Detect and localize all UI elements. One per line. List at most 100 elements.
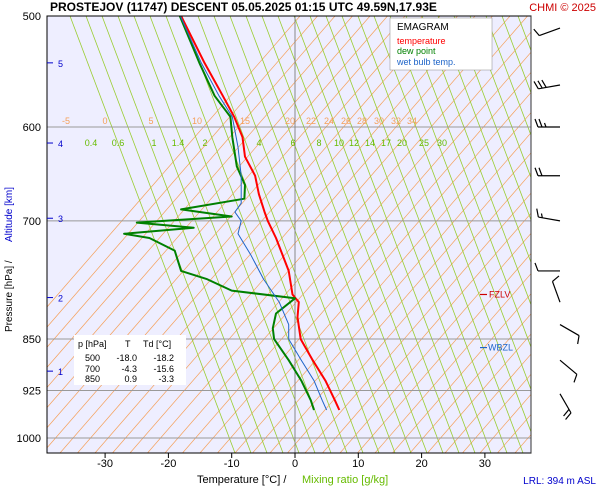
legend-item-dewpoint: dew point bbox=[397, 46, 436, 56]
mixing-ratio-line bbox=[373, 16, 531, 433]
wind-barb-flag bbox=[537, 80, 543, 89]
table-cell: -18.2 bbox=[153, 353, 174, 363]
mixing-ratio-line bbox=[405, 16, 531, 349]
pressure-tick-label: 600 bbox=[23, 122, 41, 134]
pressure-tick-label: 500 bbox=[23, 11, 41, 23]
table-cell: -4.3 bbox=[121, 364, 137, 374]
mixing-ratio-label: 2 bbox=[202, 138, 207, 148]
table-header-td: Td [°C] bbox=[143, 339, 171, 349]
mixing-ratio-line bbox=[165, 16, 332, 453]
plot-background bbox=[47, 16, 531, 453]
legend: EMAGRAM temperature dew point wet bulb t… bbox=[389, 17, 493, 71]
wind-barb bbox=[533, 79, 561, 90]
mixing-ratio-line bbox=[101, 16, 268, 453]
sounding-table: p [hPa] T Td [°C] 500 -18.0 -18.2 700 -4… bbox=[74, 335, 186, 385]
wbzl-label: WBZL bbox=[488, 343, 513, 353]
mixing-ratio-line bbox=[469, 16, 531, 179]
table-cell: 700 bbox=[85, 364, 100, 374]
mixing-ratio-line bbox=[133, 16, 300, 453]
wind-barb-staff bbox=[559, 359, 578, 375]
pressure-tick-label: 700 bbox=[23, 216, 41, 228]
y-axis-label-pressure: Pressure [hPa] / bbox=[4, 260, 15, 332]
profile-series bbox=[123, 16, 341, 411]
table-box bbox=[74, 335, 186, 385]
mixing-ratio-line bbox=[501, 16, 531, 94]
mixing-ratio-line bbox=[69, 16, 236, 453]
mixing-ratio-label: 25 bbox=[419, 138, 429, 148]
table-cell: -18.0 bbox=[116, 353, 137, 363]
wind-barb-half-flag bbox=[540, 213, 543, 218]
isotherm-line bbox=[304, 192, 531, 453]
table-cell: -15.6 bbox=[153, 364, 174, 374]
wind-barb-flag bbox=[563, 409, 570, 417]
chart-title: PROSTEJOV (11747) DESCENT 05.05.2025 01:… bbox=[50, 0, 437, 14]
isotherm-line bbox=[339, 232, 531, 453]
wind-barb-flag bbox=[534, 167, 539, 176]
isotherm-line bbox=[357, 252, 531, 453]
isotherm-line bbox=[374, 273, 531, 453]
mixing-ratio-line bbox=[534, 16, 600, 453]
isotherm-line bbox=[47, 16, 301, 308]
mixing-ratio-line bbox=[117, 16, 284, 453]
mixing-ratio-label: 10 bbox=[334, 138, 344, 148]
altitude-tick-label: 3 bbox=[58, 214, 63, 224]
table-cell: 500 bbox=[85, 353, 100, 363]
wind-barb bbox=[559, 359, 578, 383]
mixing-ratio-line bbox=[261, 16, 428, 453]
isotherm-label: 0 bbox=[102, 116, 107, 126]
wind-barb-staff bbox=[538, 216, 561, 222]
isotherm-label: 34 bbox=[407, 116, 417, 126]
wind-barb-half-flag bbox=[543, 122, 547, 128]
wind-barb-flag bbox=[573, 374, 578, 383]
isotherm-line bbox=[252, 132, 531, 453]
mixing-ratio-label: 0.6 bbox=[112, 138, 125, 148]
mixing-ratio-line bbox=[197, 16, 364, 453]
wind-barb-staff bbox=[551, 281, 561, 303]
fzlv-label: FZLV bbox=[489, 289, 510, 299]
pressure-tick-label: 925 bbox=[23, 386, 41, 398]
isotherm-line bbox=[47, 16, 336, 348]
mixing-ratio-line bbox=[421, 16, 531, 306]
temp-tick-label: -20 bbox=[160, 458, 176, 470]
mixing-ratio-line bbox=[245, 16, 412, 453]
mixing-ratio-line bbox=[293, 16, 460, 453]
wind-barb-staff bbox=[559, 393, 572, 414]
isotherm-line bbox=[129, 16, 511, 453]
temp-tick-label: 20 bbox=[415, 458, 427, 470]
mixing-ratio-label: 12 bbox=[349, 138, 359, 148]
isotherm-line bbox=[47, 16, 371, 388]
isotherm-label: 26 bbox=[341, 116, 351, 126]
wind-barb bbox=[559, 393, 572, 420]
mixing-ratio-label: 1 bbox=[151, 138, 156, 148]
mixing-ratio-line bbox=[485, 16, 531, 137]
isotherm-line bbox=[427, 333, 531, 453]
wind-barb-flag bbox=[534, 118, 539, 128]
mixing-ratio-line bbox=[213, 16, 380, 453]
table-cell: 850 bbox=[85, 374, 100, 384]
wind-barb bbox=[534, 118, 560, 128]
wind-barb-flag bbox=[565, 412, 572, 420]
mixing-ratio-line bbox=[149, 16, 316, 453]
mixing-ratio-label: 4 bbox=[256, 138, 261, 148]
table-header-t: T bbox=[125, 339, 131, 349]
wind-barb-flag bbox=[538, 118, 543, 128]
isotherm-label: 20 bbox=[285, 116, 295, 126]
mixing-ratio-label: 6 bbox=[290, 138, 295, 148]
isotherm-line bbox=[322, 212, 531, 453]
isotherm-label: 22 bbox=[306, 116, 316, 126]
mixing-ratio-label: 0.4 bbox=[85, 138, 98, 148]
isotherm-line bbox=[287, 172, 531, 453]
temp-tick-label: 0 bbox=[292, 458, 298, 470]
mixing-ratio-line bbox=[566, 16, 600, 453]
isotherm-line bbox=[234, 112, 531, 453]
mixing-ratio-line bbox=[277, 16, 444, 453]
legend-title: EMAGRAM bbox=[397, 22, 449, 33]
legend-item-wetbulb: wet bulb temp. bbox=[396, 57, 456, 67]
mixing-ratio-line bbox=[325, 16, 492, 453]
altitude-tick-label: 5 bbox=[58, 59, 63, 69]
mixing-ratio-line bbox=[309, 16, 476, 453]
isotherm-label: 5 bbox=[148, 116, 153, 126]
isotherm-label: 24 bbox=[324, 116, 334, 126]
isotherm-line bbox=[269, 152, 531, 453]
